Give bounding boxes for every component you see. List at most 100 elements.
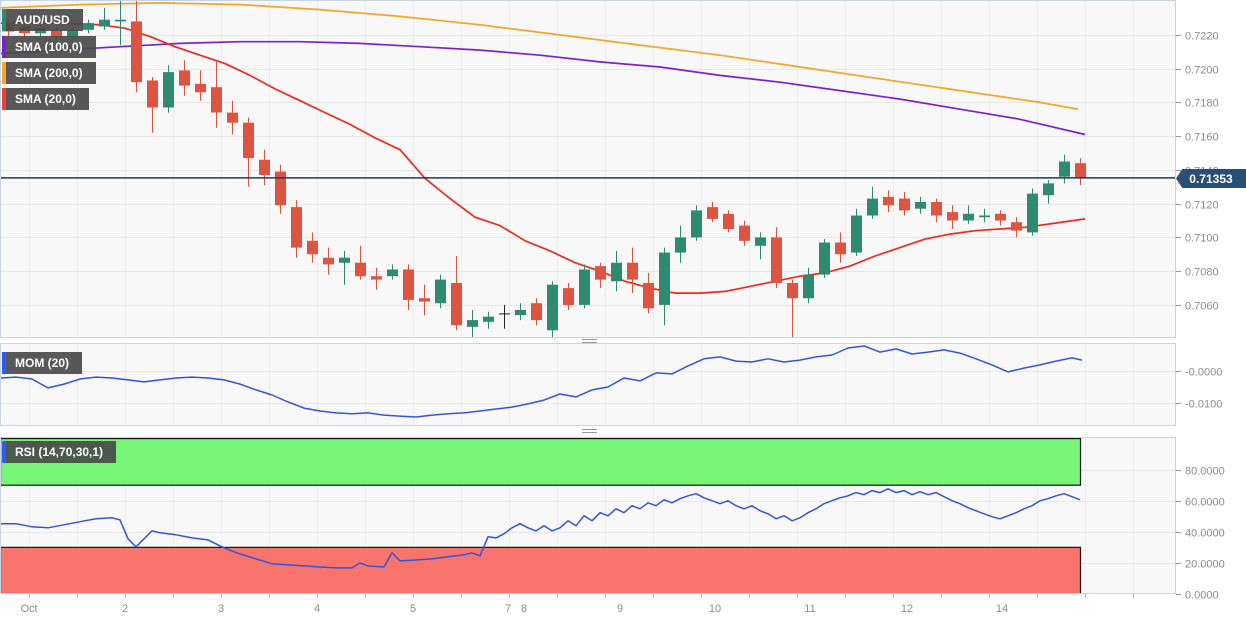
candle <box>627 247 638 294</box>
candle <box>547 281 558 337</box>
sma100-label: SMA (100,0) <box>15 40 83 54</box>
price-axis-label: 0.7200 <box>1185 65 1219 77</box>
candle <box>723 210 734 233</box>
sma-200-line <box>1 2 1079 111</box>
rsi-accent-bar <box>2 441 6 463</box>
price-axis-label: 0.7160 <box>1185 132 1219 144</box>
candle <box>867 186 878 219</box>
candle <box>147 77 158 133</box>
candle <box>803 267 814 304</box>
candle <box>467 310 478 337</box>
x-axis-label: 9 <box>617 603 623 615</box>
candle <box>115 1 126 46</box>
panel-resize-handle[interactable] <box>582 429 597 433</box>
candle <box>755 232 766 260</box>
candle <box>515 303 526 321</box>
candle <box>355 245 366 280</box>
candle <box>659 247 670 326</box>
candle <box>675 225 686 263</box>
candle <box>835 232 846 263</box>
candle <box>435 274 446 309</box>
x-axis-label: 12 <box>901 603 913 615</box>
rsi-axis-label: 20.0000 <box>1185 559 1225 571</box>
candle <box>947 205 958 229</box>
price-axis-label: 0.7080 <box>1185 267 1219 279</box>
mom-badge[interactable]: MOM (20) <box>2 352 82 374</box>
price-axis-label: 0.7120 <box>1185 200 1219 212</box>
current-price-badge: 0.71353 <box>1176 169 1246 188</box>
candle <box>819 239 830 278</box>
momentum-line <box>1 345 1083 418</box>
rsi-axis-label: 60.0000 <box>1185 497 1225 509</box>
candle <box>1059 154 1070 184</box>
momentum-plot-area <box>0 343 1176 426</box>
sma20-label: SMA (20,0) <box>15 92 76 106</box>
x-axis-label: 4 <box>314 603 320 615</box>
candle <box>99 7 110 30</box>
x-axis-label: 5 <box>410 603 416 615</box>
candle <box>883 190 894 213</box>
candle <box>227 100 238 135</box>
sma200-label: SMA (200,0) <box>15 66 83 80</box>
rsi-line <box>1 488 1081 569</box>
x-axis-label: 14 <box>996 603 1008 615</box>
rsi-axis-label: 40.0000 <box>1185 528 1225 540</box>
candle <box>851 208 862 256</box>
momentum-axis-label: -0.0000 <box>1185 367 1222 379</box>
candle <box>179 60 190 96</box>
x-axis-label: 7 <box>505 603 511 615</box>
panel-resize-handle[interactable] <box>582 339 597 343</box>
price-axis-label: 0.7220 <box>1185 31 1219 43</box>
candle <box>83 19 94 34</box>
candle <box>371 267 382 290</box>
price-panel[interactable]: 0.72200.72000.71800.71600.71400.71200.71… <box>0 0 1219 339</box>
candle <box>611 250 622 292</box>
momentum-panel[interactable]: -0.0000 -0.0100 <box>0 343 1222 426</box>
candle <box>195 70 206 101</box>
candle <box>1027 188 1038 236</box>
sma200-accent-bar <box>2 62 6 84</box>
price-axis-label: 0.7060 <box>1185 301 1219 313</box>
candle <box>323 247 334 275</box>
x-axis-label: 11 <box>804 603 815 615</box>
candle <box>899 191 910 216</box>
x-axis-label: 2 <box>122 603 128 615</box>
candle <box>739 220 750 246</box>
candle <box>1011 217 1022 238</box>
x-axis-label: 10 <box>709 603 721 615</box>
candle <box>483 311 494 329</box>
symbol-badge[interactable]: AUD/USD <box>2 9 83 31</box>
rsi-overbought-zone <box>1 438 1082 486</box>
candlestick-series[interactable] <box>3 0 1086 339</box>
sma-100-line <box>1 40 1086 136</box>
candle <box>259 149 270 186</box>
candle <box>211 61 222 128</box>
candle <box>387 264 398 280</box>
mom-label: MOM (20) <box>15 356 69 370</box>
candle <box>707 202 718 223</box>
rsi-content <box>1 438 1175 593</box>
sma20-badge[interactable]: SMA (20,0) <box>2 88 89 110</box>
mom-accent-bar <box>2 352 6 374</box>
symbol-label: AUD/USD <box>15 13 70 27</box>
sma200-badge[interactable]: SMA (200,0) <box>2 62 96 84</box>
current-price-value: 0.71353 <box>1189 171 1233 186</box>
rsi-panel[interactable]: 80.0000 60.0000 40.0000 20.0000 0.0000 <box>0 437 1225 602</box>
candle <box>131 1 142 93</box>
sma100-accent-bar <box>2 36 6 58</box>
x-axis-label: Oct <box>20 603 37 615</box>
candle <box>339 250 350 285</box>
candle <box>451 256 462 331</box>
sma100-badge[interactable]: SMA (100,0) <box>2 36 96 58</box>
rsi-badge[interactable]: RSI (14,70,30,1) <box>2 441 117 463</box>
momentum-axis-label: -0.0100 <box>1185 399 1222 411</box>
momentum-content <box>1 344 1175 425</box>
price-content <box>1 0 1175 339</box>
sma-20-line <box>1 22 1086 294</box>
candle <box>1043 180 1054 204</box>
candle <box>531 298 542 326</box>
symbol-accent-bar <box>2 9 6 31</box>
rsi-oversold-zone <box>1 546 1082 593</box>
